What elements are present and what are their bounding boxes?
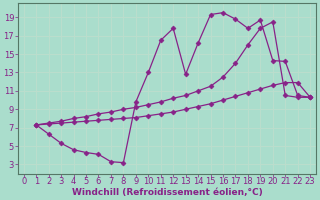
- X-axis label: Windchill (Refroidissement éolien,°C): Windchill (Refroidissement éolien,°C): [72, 188, 262, 197]
